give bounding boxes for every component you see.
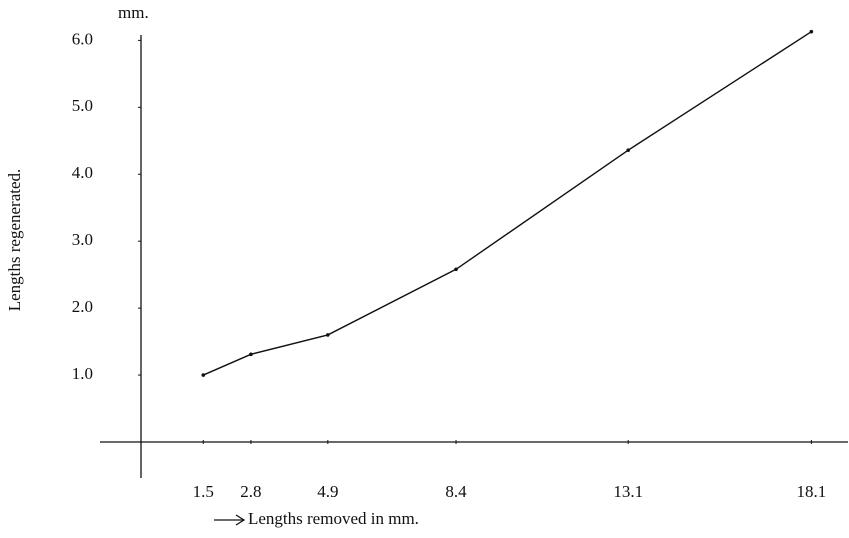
y-tick-label: 3.0 [72,230,93,249]
x-axis-label: Lengths removed in mm. [248,509,419,528]
x-tick-label: 4.9 [317,482,338,501]
y-tick-label: 5.0 [72,96,93,115]
data-point [809,29,814,34]
x-tick-label: 18.1 [796,482,826,501]
y-axis-label: Lengths regenerated. [5,169,24,312]
data-point [326,333,330,337]
data-point [249,352,253,357]
x-tick-label: 13.1 [613,482,643,501]
x-tick-label: 8.4 [445,482,467,501]
data-point [201,373,206,377]
data-point [454,267,458,272]
x-tick-label: 2.8 [240,482,261,501]
y-tick-label: 6.0 [72,29,93,48]
y-tick-label: 2.0 [72,297,93,316]
data-line [202,31,812,376]
y-tick-label: 1.0 [72,364,93,383]
y-unit: mm. [118,3,149,22]
y-tick-label: 4.0 [72,163,93,182]
x-tick-label: 1.5 [193,482,214,501]
arrow-head [235,514,246,526]
data-point [626,148,631,152]
